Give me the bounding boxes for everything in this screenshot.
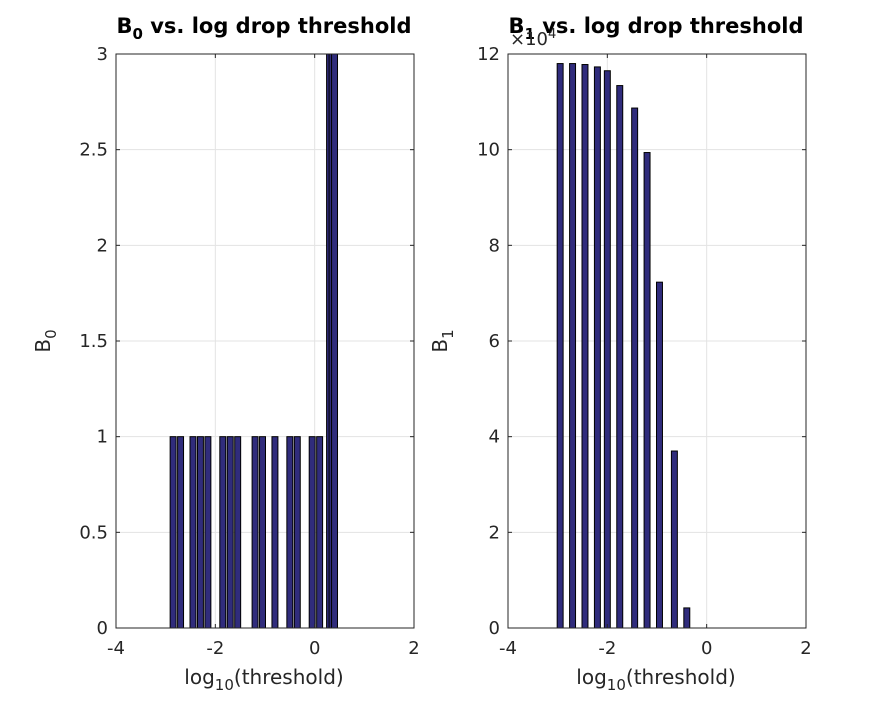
bar (616, 85, 624, 629)
bar (169, 436, 177, 629)
x-tick-label: 0 (701, 638, 712, 659)
x-axis-label: log10(threshold) (576, 665, 735, 694)
x-tick-label: -4 (107, 638, 125, 659)
bar (581, 64, 589, 629)
bar (603, 70, 611, 629)
y-tick-label: 2 (489, 522, 500, 543)
bar (670, 450, 678, 629)
bar (271, 436, 279, 629)
bar (204, 436, 212, 629)
chart-b1-panel: B1 vs. log drop threshold -4 -2 0 2 0 2 4 6 8 10… (428, 14, 812, 694)
bar (569, 63, 577, 629)
y-axis-label: B1 (428, 329, 457, 352)
y-tick-label: 1.5 (79, 331, 108, 352)
bar (286, 436, 294, 629)
x-ticks: -4 -2 0 2 (499, 54, 812, 659)
bar (189, 436, 197, 629)
chart-b0-panel: B0 vs. log drop threshold -4 -2 0 2 0 0.5 1 1.… (31, 14, 420, 694)
bar (308, 436, 316, 629)
bar (293, 436, 301, 629)
y-tick-label: 1 (97, 427, 108, 448)
y-tick-label: 4 (489, 427, 500, 448)
bar (683, 607, 691, 629)
bar-series (556, 63, 691, 629)
y-ticks: 0 2 4 6 8 10 12 (477, 44, 806, 639)
bar (593, 66, 601, 629)
chart-title: B1 vs. log drop threshold (508, 14, 803, 43)
x-tick-label: -2 (598, 638, 616, 659)
y-axis-label: B0 (31, 329, 60, 352)
y-ticks: 0 0.5 1 1.5 2 2.5 3 (79, 44, 414, 639)
bar (643, 152, 651, 629)
y-tick-label: 2.5 (79, 140, 108, 161)
chart-title: B0 vs. log drop threshold (116, 14, 411, 43)
x-ticks: -4 -2 0 2 (107, 54, 420, 659)
y-tick-label: 0.5 (79, 522, 108, 543)
y-tick-label: 0 (489, 618, 500, 639)
x-tick-label: -2 (206, 638, 224, 659)
bar (219, 436, 227, 629)
y-tick-label: 0 (97, 618, 108, 639)
y-axis-exponent: ×104 (510, 27, 556, 50)
bar (177, 436, 185, 629)
y-tick-label: 3 (97, 44, 108, 65)
bar (196, 436, 204, 629)
bar (331, 53, 339, 629)
x-axis-label: log10(threshold) (184, 665, 343, 694)
x-tick-label: 2 (408, 638, 419, 659)
y-tick-label: 8 (489, 235, 500, 256)
bar (234, 436, 242, 629)
y-tick-label: 2 (97, 235, 108, 256)
x-tick-label: 2 (800, 638, 811, 659)
bar (631, 107, 639, 629)
x-tick-label: 0 (309, 638, 320, 659)
bar (259, 436, 266, 629)
x-tick-label: -4 (499, 638, 517, 659)
bar (251, 436, 259, 629)
bar (656, 281, 663, 629)
y-tick-label: 6 (489, 331, 500, 352)
bar (226, 436, 234, 629)
y-tick-label: 10 (477, 140, 500, 161)
y-tick-label: 12 (477, 44, 500, 65)
bar (316, 436, 324, 629)
bar (556, 63, 564, 629)
